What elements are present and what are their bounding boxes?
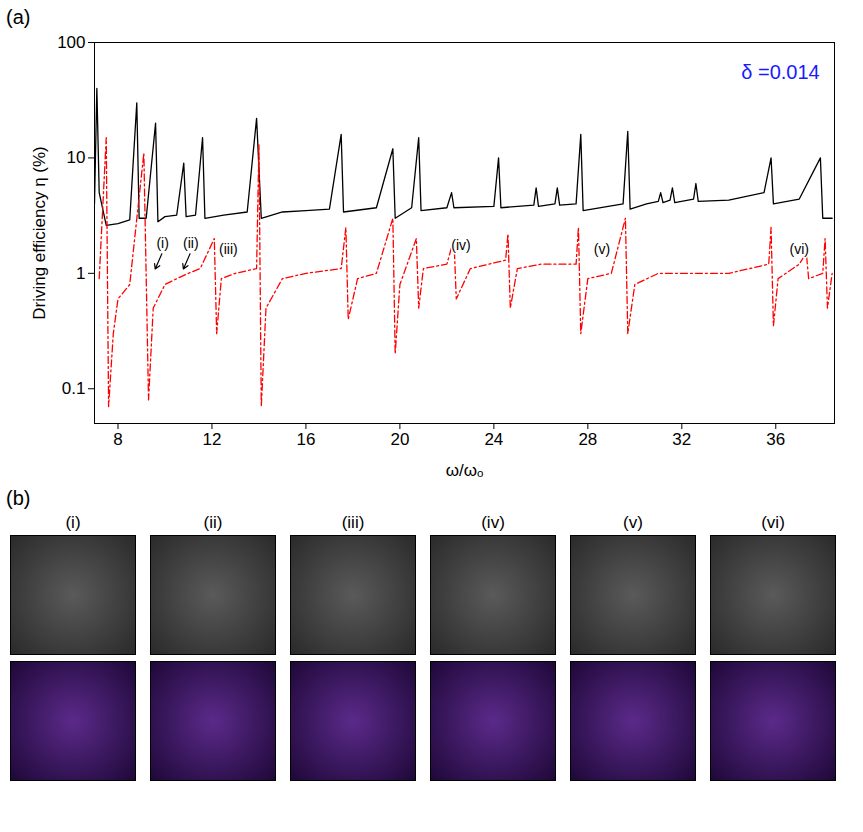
html-text:(i): (i) [65,513,81,532]
html-text:(v): (v) [623,513,643,532]
svg-text:(vi): (vi) [790,241,809,257]
svg-text:0.1: 0.1 [62,379,86,398]
svg-text:28: 28 [578,430,597,449]
svg-text:10: 10 [67,148,86,167]
svg-text:16: 16 [296,430,315,449]
svg-text:100: 100 [57,33,85,52]
svg-text:24: 24 [484,430,503,449]
svg-text:8: 8 [113,430,122,449]
svg-text:32: 32 [672,430,691,449]
svg-text:(v): (v) [594,241,610,257]
svg-text:12: 12 [202,430,221,449]
svg-text:(ii): (ii) [183,235,199,251]
svg-text:36: 36 [766,430,785,449]
html-text:(b): (b) [6,487,31,509]
svg-text:ω/ωₒ: ω/ωₒ [446,461,484,480]
html-text:(ii): (ii) [203,513,223,532]
html-text:(a): (a) [6,6,31,28]
html-text:(iv): (iv) [481,513,505,532]
html-text:(vi): (vi) [761,513,785,532]
svg-text:δ =0.014: δ =0.014 [741,61,819,83]
html-text:(iii): (iii) [341,513,365,532]
svg-text:20: 20 [390,430,409,449]
svg-text:(i): (i) [156,235,168,251]
svg-text:(iv): (iv) [451,237,470,253]
svg-text:1: 1 [76,264,85,283]
svg-text:Driving efficiency η (%): Driving efficiency η (%) [30,146,49,320]
svg-text:(iii): (iii) [219,241,238,257]
